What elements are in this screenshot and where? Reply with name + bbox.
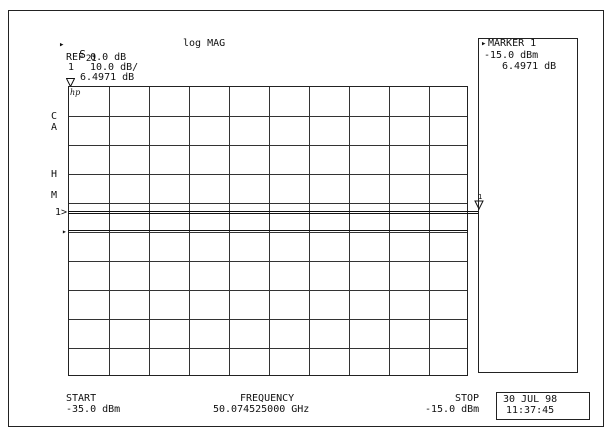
annotation-m: M <box>51 190 58 201</box>
reference-pointer-icon: ▸ <box>62 227 67 236</box>
annotation-h: H <box>51 169 58 180</box>
reference-level: REF 0.0 dB <box>66 52 127 63</box>
s-parameter-sub: 21 <box>85 54 97 64</box>
format-label: log MAG <box>183 38 226 49</box>
marker-panel-title: MARKER 1 <box>488 38 537 49</box>
scale-per-division: 10.0 dB/ <box>90 62 139 73</box>
grid-vline <box>349 87 350 375</box>
grid-hline <box>69 174 467 175</box>
hp-logo: hp <box>70 88 81 97</box>
grid-vline <box>109 87 110 375</box>
grid-hline <box>69 290 467 291</box>
grid-vline <box>429 87 430 375</box>
s-parameter-label: S21 <box>66 38 97 64</box>
grid-vline <box>309 87 310 375</box>
grid-vline <box>389 87 390 375</box>
secondary-trace <box>68 230 468 231</box>
grid-vline <box>149 87 150 375</box>
trace-graticule <box>68 86 468 376</box>
s-parameter-main: S <box>79 48 86 61</box>
grid-vline <box>229 87 230 375</box>
marker-readout-panel <box>478 38 578 373</box>
marker-triangle-icon <box>65 72 76 91</box>
grid-hline <box>69 348 467 349</box>
grid-vline <box>269 87 270 375</box>
start-value: -35.0 dBm <box>66 404 121 415</box>
grid-hline <box>69 232 467 233</box>
channel-arrow: ▸ <box>59 40 65 50</box>
reference-position-marker: 1> <box>55 207 68 218</box>
grid-hline <box>69 319 467 320</box>
frequency-label: FREQUENCY <box>240 393 295 404</box>
svg-text:1: 1 <box>478 193 482 201</box>
marker-panel-stimulus: -15.0 dBm <box>484 50 539 61</box>
measurement-trace <box>68 211 478 212</box>
date-time-box <box>496 392 590 420</box>
marker-readout-value: 6.4971 dB <box>80 72 135 83</box>
stop-label: STOP <box>455 393 480 404</box>
start-label: START <box>66 393 97 404</box>
grid-hline <box>69 145 467 146</box>
active-marker-number: 1 <box>68 62 75 73</box>
marker-panel-value: 6.4971 dB <box>502 61 557 72</box>
stop-value: -15.0 dBm <box>425 404 480 415</box>
marker-panel-arrow: ▸ <box>481 39 487 49</box>
instrument-display-frame <box>8 10 604 427</box>
grid-hline <box>69 261 467 262</box>
annotation-c: C <box>51 111 58 122</box>
date-stamp: 30 JUL 98 <box>503 394 558 405</box>
grid-hline <box>69 203 467 204</box>
time-stamp: 11:37:45 <box>506 405 555 416</box>
grid-hline <box>69 116 467 117</box>
marker-1-icon: 1 <box>473 193 485 217</box>
annotation-a: A <box>51 122 58 133</box>
grid-vline <box>189 87 190 375</box>
frequency-value: 50.074525000 GHz <box>213 404 310 415</box>
reference-line-trace <box>68 213 478 214</box>
